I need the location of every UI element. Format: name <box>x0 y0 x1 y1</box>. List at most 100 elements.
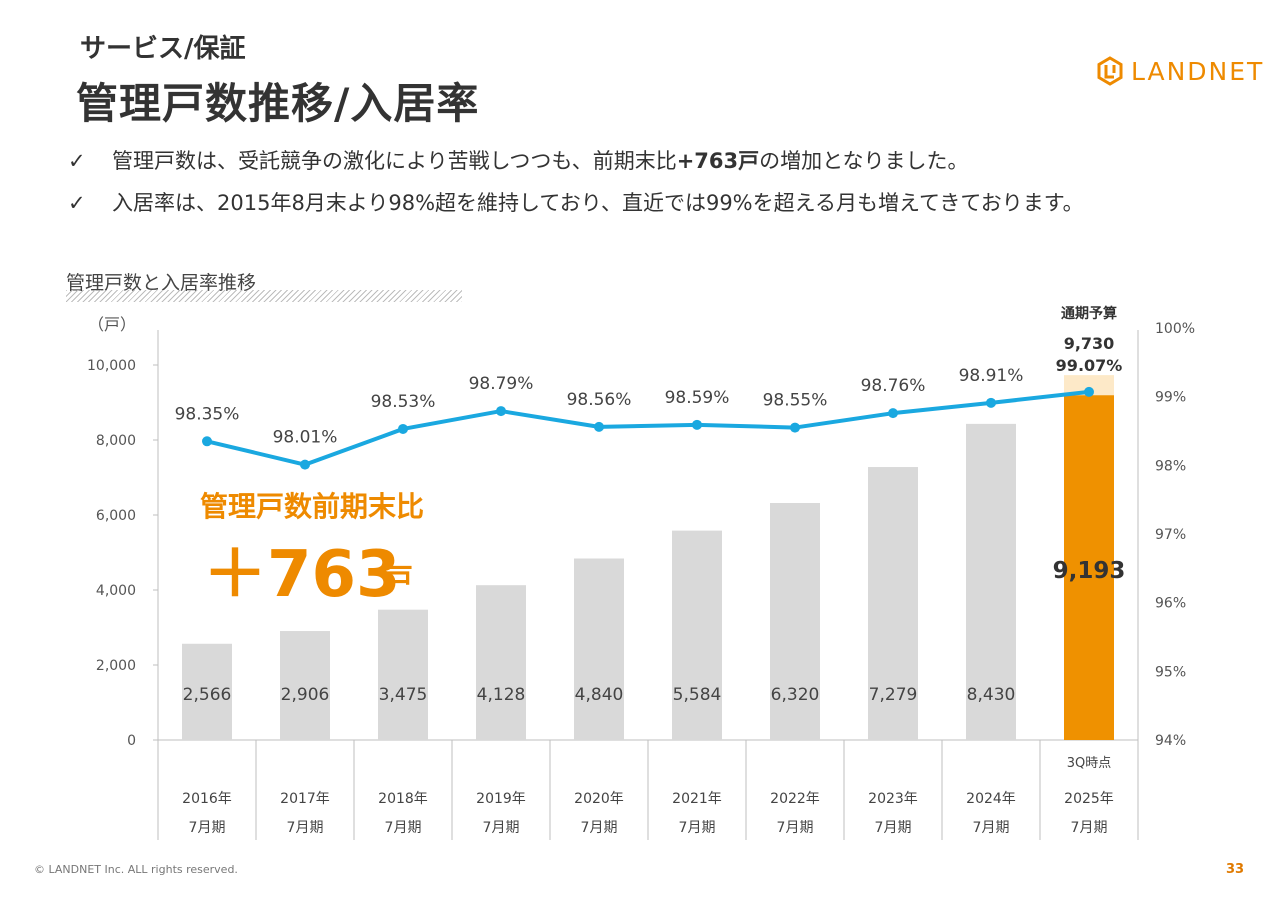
x-tick-label-period: 7月期 <box>679 820 716 836</box>
rate-label: 98.55% <box>763 391 828 411</box>
x-tick-label-period: 7月期 <box>189 820 226 836</box>
bar <box>574 558 624 740</box>
bullet-text-end: ます。 <box>1022 191 1084 215</box>
rate-label: 98.56% <box>567 390 632 410</box>
rate-label: 98.79% <box>469 374 534 394</box>
bar <box>770 503 820 740</box>
rate-label: 98.35% <box>175 404 240 424</box>
x-tick-label-year: 2025年 <box>1064 791 1114 807</box>
rate-point <box>790 422 800 433</box>
rate-line <box>206 389 1090 467</box>
right-axis-tick-label: 98% <box>1155 458 1186 474</box>
bar <box>280 631 330 740</box>
page-number: 33 <box>1226 862 1245 877</box>
right-axis-tick-label: 94% <box>1155 733 1186 749</box>
budget-value-label: 9,730 <box>1064 334 1115 353</box>
bar <box>378 609 428 740</box>
x-tick-label-period: 7月期 <box>385 820 422 836</box>
left-axis-tick-label: 10,000 <box>87 358 136 374</box>
rate-label: 98.01% <box>273 428 338 448</box>
callout-unit: 戸 <box>383 563 413 598</box>
left-axis-tick-label: 2,000 <box>96 658 136 674</box>
bar-value-label: 7,279 <box>869 685 918 705</box>
right-axis-tick-label: 99% <box>1155 390 1186 406</box>
x-tick-label-year: 2016年 <box>182 791 232 807</box>
x-tick-label-period: 7月期 <box>483 820 520 836</box>
right-axis-tick-label: 100% <box>1155 321 1195 337</box>
callout-number: ＋763 <box>203 538 401 612</box>
right-axis-tick-label: 97% <box>1155 527 1186 543</box>
bar-value-label: 2,906 <box>281 685 330 705</box>
x-tick-label-year: 2023年 <box>868 791 918 807</box>
x-tick-label-year: 2022年 <box>770 791 820 807</box>
rate-point <box>496 406 506 417</box>
bar-value-label: 8,430 <box>967 685 1016 705</box>
x-tick-label-year: 2019年 <box>476 791 526 807</box>
section-subtitle: サービス/保証 <box>80 34 246 64</box>
x-tick-label-year: 2018年 <box>378 791 428 807</box>
left-axis-tick-label: 8,000 <box>96 433 136 449</box>
budget-label: 通期予算 <box>1061 305 1117 322</box>
rate-label: 98.91% <box>959 366 1024 386</box>
bar <box>476 585 526 740</box>
callout-title: 管理戸数前期末比 <box>200 490 424 523</box>
left-axis-tick-label: 6,000 <box>96 508 136 524</box>
x-tick-label-period: 7月期 <box>1071 820 1108 836</box>
bar <box>868 467 918 740</box>
check-icon: ✓ <box>68 191 86 215</box>
budget-rate-label: 99.07% <box>1056 356 1123 375</box>
bullet-text: 入居率は、2015年8月末より98%超を維持しており、直近では99%を超える月も… <box>112 191 1023 215</box>
x-tick-note: 3Q時点 <box>1067 756 1112 771</box>
rate-label: 98.59% <box>665 388 730 408</box>
left-axis-tick-label: 0 <box>127 733 136 749</box>
bar <box>182 643 232 740</box>
bar-value-label: 3,475 <box>379 685 428 705</box>
bar-value-label: 4,840 <box>575 685 624 705</box>
bullet-list: ✓ 管理戸数は、受託競争の激化により苦戦しつつも、前期末比+763戸の増加となり… <box>64 145 1224 229</box>
landnet-logo-icon <box>1097 56 1123 86</box>
bullet-item: ✓ 管理戸数は、受託競争の激化により苦戦しつつも、前期末比+763戸の増加となり… <box>64 145 1224 177</box>
x-tick-label-year: 2020年 <box>574 791 624 807</box>
left-axis-unit: （戸） <box>88 315 136 334</box>
company-logo: LANDNET <box>1095 56 1264 86</box>
rate-point <box>986 397 996 408</box>
bullet-item: ✓ 入居率は、2015年8月末より98%超を維持しており、直近では99%を超える… <box>64 187 1224 219</box>
rate-point <box>888 408 898 419</box>
chart-caption: 管理戸数と入居率推移 <box>66 272 257 294</box>
bar-value-label: 9,193 <box>1053 558 1126 584</box>
copyright: © LANDNET Inc. ALL rights reserved. <box>34 863 238 876</box>
bar <box>966 423 1016 740</box>
bar-value-label: 2,566 <box>183 685 232 705</box>
bar-value-label: 5,584 <box>673 685 722 705</box>
bar-value-label: 6,320 <box>771 685 820 705</box>
bar-value-label: 4,128 <box>477 685 526 705</box>
x-tick-label-period: 7月期 <box>287 820 324 836</box>
bullet-highlight: +763戸 <box>676 149 760 173</box>
x-tick-label-year: 2017年 <box>280 791 330 807</box>
x-tick-label-period: 7月期 <box>875 820 912 836</box>
caption-underline <box>66 290 462 302</box>
rate-point <box>1084 386 1094 397</box>
x-tick-label-period: 7月期 <box>973 820 1010 836</box>
x-tick-label-year: 2024年 <box>966 791 1016 807</box>
left-axis-tick-label: 4,000 <box>96 583 136 599</box>
x-tick-label-year: 2021年 <box>672 791 722 807</box>
rate-point <box>692 419 702 430</box>
logo-text: LANDNET <box>1131 56 1265 86</box>
x-tick-label-period: 7月期 <box>581 820 618 836</box>
bar <box>672 530 722 740</box>
bullet-text-end: の増加となりました。 <box>759 149 969 173</box>
rate-point <box>202 436 212 447</box>
right-axis-tick-label: 96% <box>1155 596 1186 612</box>
rate-point <box>300 459 310 470</box>
x-tick-label-period: 7月期 <box>777 820 814 836</box>
check-icon: ✓ <box>68 149 86 173</box>
bullet-text: 管理戸数は、受託競争の激化により苦戦しつつも、前期末比 <box>112 149 677 173</box>
rate-label: 98.53% <box>371 392 436 412</box>
rate-label: 98.76% <box>861 376 926 396</box>
rate-point <box>398 423 408 434</box>
right-axis-tick-label: 95% <box>1155 664 1186 680</box>
bar <box>1064 395 1114 740</box>
page-title: 管理戸数推移/入居率 <box>76 79 480 128</box>
